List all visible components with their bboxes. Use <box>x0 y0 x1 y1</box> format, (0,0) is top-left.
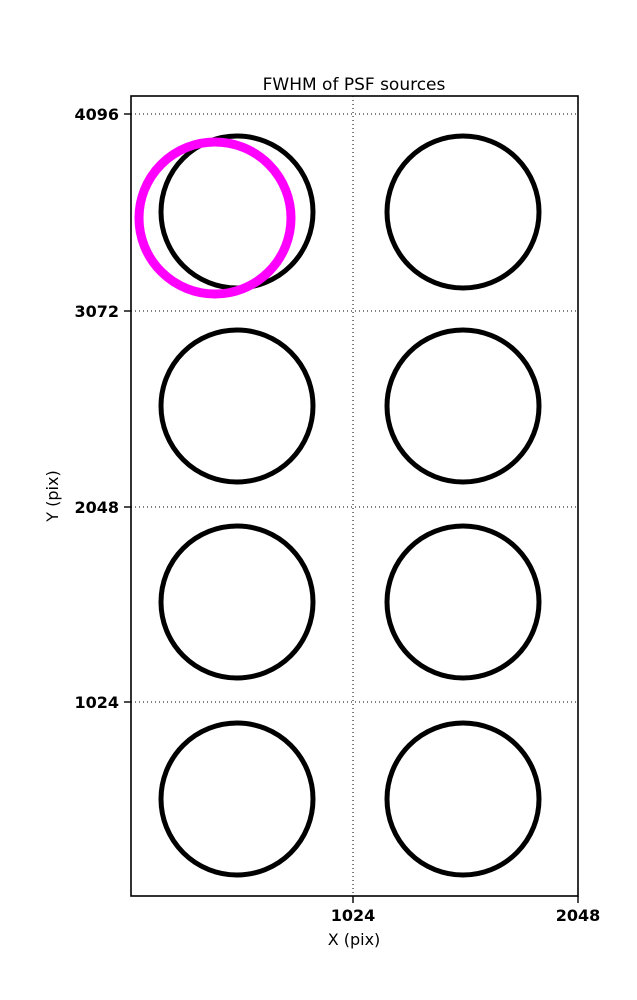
psf-source-marker[interactable] <box>158 327 316 485</box>
y-ticklabel-3072: 3072 <box>74 302 119 321</box>
x-ticklabel-1024: 1024 <box>331 906 376 925</box>
psf-source-marker[interactable] <box>384 327 542 485</box>
y-axis-label: Y (pix) <box>43 470 62 522</box>
x-ticklabel-2048: 2048 <box>556 906 601 925</box>
reference-fwhm-markers <box>134 137 296 299</box>
psf-source-marker[interactable] <box>158 523 316 681</box>
reference-fwhm-marker[interactable] <box>134 137 296 299</box>
psf-source-marker[interactable] <box>158 720 316 878</box>
psf-source-marker[interactable] <box>384 133 542 291</box>
y-ticklabel-4096: 4096 <box>74 105 119 124</box>
y-ticklabel-2048: 2048 <box>74 498 119 517</box>
plot-background <box>131 96 578 896</box>
chart-title: FWHM of PSF sources <box>263 75 446 95</box>
x-tick-marks <box>352 896 579 903</box>
psf-source-marker[interactable] <box>384 720 542 878</box>
plot-frame <box>130 95 579 897</box>
y-ticklabel-1024: 1024 <box>74 693 119 712</box>
psf-source-markers <box>158 133 542 878</box>
y-tick-marks <box>124 113 131 703</box>
x-axis-label: X (pix) <box>328 930 381 949</box>
psf-source-marker[interactable] <box>384 523 542 681</box>
